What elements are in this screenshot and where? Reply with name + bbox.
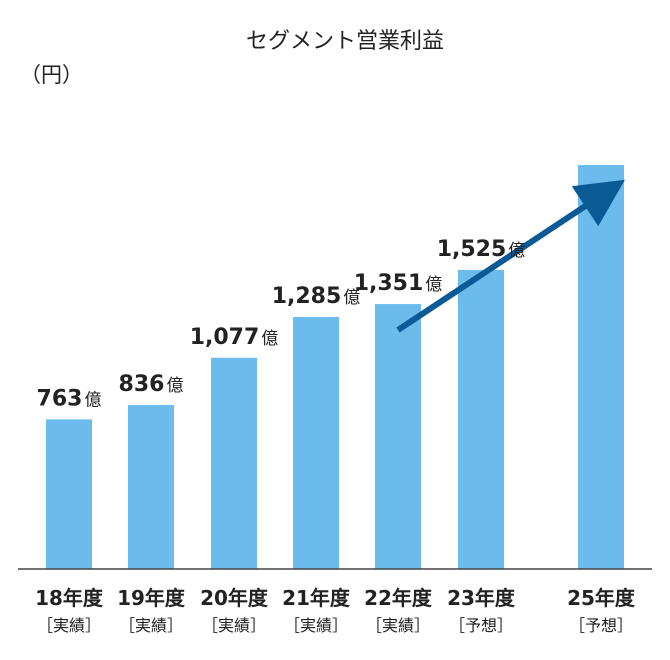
category-status-label-6: ［予想］	[569, 616, 633, 635]
bar-6	[578, 165, 624, 569]
value-label-4: 1,351 億	[354, 271, 443, 296]
category-status-label-4: ［実績］	[366, 616, 430, 635]
bar-1	[128, 405, 174, 569]
category-year-label-0: 18年度	[35, 586, 104, 610]
chart-title: セグメント営業利益	[246, 29, 444, 54]
category-status-label-0: ［実績］	[37, 616, 101, 635]
category-year-label-1: 19年度	[117, 586, 186, 610]
value-label-3: 1,285 億	[272, 284, 361, 309]
bar-2	[211, 357, 257, 569]
value-label-5: 1,525 億	[437, 237, 526, 262]
labels-group: 763 億 18年度 ［実績］ 836 億 19年度 ［実績］ 1,077 億 20年度 ［実績］ 1,…	[35, 237, 636, 635]
bar-5	[458, 269, 504, 569]
category-status-label-1: ［実績］	[119, 616, 183, 635]
bar-3	[293, 316, 339, 569]
category-year-label-4: 22年度	[364, 586, 433, 610]
category-year-label-3: 21年度	[282, 586, 351, 610]
trend-arrow	[396, 179, 626, 333]
category-status-label-2: ［実績］	[202, 616, 266, 635]
value-label-0: 763 億	[37, 386, 102, 411]
bar-4	[375, 304, 421, 569]
category-status-label-3: ［実績］	[284, 616, 348, 635]
bars-group	[46, 165, 624, 569]
category-year-label-2: 20年度	[200, 586, 269, 610]
category-year-label-6: 25年度	[567, 586, 636, 610]
value-label-2: 1,077 億	[190, 325, 279, 350]
category-year-label-5: 23年度	[447, 586, 516, 610]
bar-0	[46, 419, 92, 569]
category-status-label-5: ［予想］	[449, 616, 513, 635]
value-label-1: 836 億	[119, 372, 184, 397]
unit-label: （円）	[20, 63, 83, 87]
